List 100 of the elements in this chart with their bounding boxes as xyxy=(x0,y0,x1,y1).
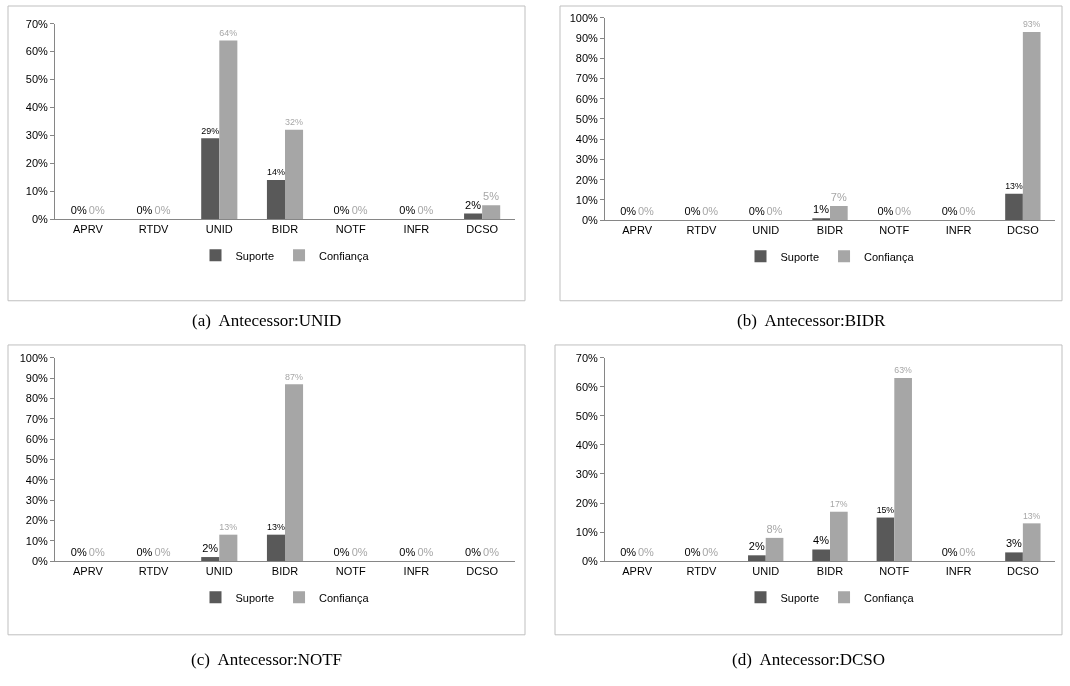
bar xyxy=(1022,31,1041,221)
data-label: 0% xyxy=(702,546,719,559)
data-label: 0% xyxy=(684,546,701,559)
y-tick-label: 20% xyxy=(575,496,598,509)
x-tick-label: INFR xyxy=(945,565,972,578)
data-label: 4% xyxy=(813,534,830,547)
legend-label: Confiança xyxy=(319,591,370,604)
data-label: 0% xyxy=(351,204,368,217)
bar xyxy=(830,511,848,562)
y-tick-label: 30% xyxy=(575,467,598,480)
data-label: 8% xyxy=(766,522,783,535)
bar xyxy=(201,138,220,220)
bar xyxy=(812,549,830,562)
x-tick-label: APRV xyxy=(72,565,104,578)
text: (b) Antecessor:BIDR xyxy=(737,311,886,330)
data-label: 0% xyxy=(748,205,765,218)
legend-label: Confiança xyxy=(319,249,370,262)
data-label: 13% xyxy=(1022,510,1041,521)
data-label: 2% xyxy=(465,198,482,211)
x-tick-label: RTDV xyxy=(138,223,170,236)
x-tick-label: INFR xyxy=(403,223,430,236)
data-label: 17% xyxy=(830,499,848,510)
data-label: 0% xyxy=(941,205,958,218)
bar xyxy=(894,378,912,562)
y-tick-label: 50% xyxy=(575,112,598,125)
legend-label: Confiança xyxy=(864,591,915,604)
data-label: 3% xyxy=(1005,537,1023,550)
data-label: 0% xyxy=(417,204,434,217)
y-tick-label: 40% xyxy=(25,101,48,114)
bar xyxy=(812,218,830,221)
bar xyxy=(266,534,285,562)
bar xyxy=(285,129,304,220)
x-tick-label: BIDR xyxy=(271,565,299,578)
x-tick-label: RTDV xyxy=(138,565,170,578)
data-label: 63% xyxy=(894,365,913,376)
y-tick-label: 30% xyxy=(25,493,48,506)
x-tick-label: NOTF xyxy=(335,223,366,236)
x-tick-label: UNID xyxy=(752,224,780,237)
data-label: 0% xyxy=(877,205,894,218)
data-label: 7% xyxy=(830,191,847,204)
data-label: 2% xyxy=(748,540,765,553)
y-tick-label: 80% xyxy=(25,392,48,405)
data-label: 0% xyxy=(941,546,958,559)
data-label: 0% xyxy=(88,546,105,559)
y-tick-label: 30% xyxy=(575,153,598,166)
text: (d) Antecessor:DCSO xyxy=(732,650,885,669)
bar xyxy=(201,557,220,562)
data-label: 0% xyxy=(620,205,637,218)
text: (a) Antecessor:UNID xyxy=(192,311,342,330)
data-label: 0% xyxy=(333,546,350,559)
y-tick-label: 80% xyxy=(575,52,598,65)
y-tick-label: 10% xyxy=(575,525,598,538)
x-tick-label: APRV xyxy=(622,224,653,237)
data-label: 0% xyxy=(333,204,350,217)
data-label: 0% xyxy=(136,546,153,559)
y-tick-label: 60% xyxy=(575,92,598,105)
data-label: 0% xyxy=(417,546,434,559)
text: (c) Antecessor:NOTF xyxy=(191,650,343,669)
data-label: 0% xyxy=(483,546,500,559)
data-label: 0% xyxy=(399,546,416,559)
data-label: 64% xyxy=(219,27,238,38)
data-label: 0% xyxy=(895,205,912,218)
data-label: 0% xyxy=(88,204,105,217)
data-label: 0% xyxy=(351,546,368,559)
y-tick-label: 90% xyxy=(25,371,48,384)
data-label: 0% xyxy=(70,204,87,217)
y-tick-label: 10% xyxy=(25,534,48,547)
x-tick-label: DCSO xyxy=(1006,565,1040,578)
y-tick-label: 50% xyxy=(25,73,48,86)
data-label: 15% xyxy=(876,504,895,515)
data-label: 0% xyxy=(684,205,701,218)
bar xyxy=(748,555,766,562)
y-tick-label: 50% xyxy=(575,409,598,422)
x-tick-label: UNID xyxy=(752,565,780,578)
y-tick-label: 10% xyxy=(575,193,598,206)
data-label: 0% xyxy=(465,546,482,559)
y-tick-label: 70% xyxy=(25,17,48,30)
data-label: 87% xyxy=(285,371,303,382)
y-tick-label: 50% xyxy=(25,453,48,466)
y-tick-label: 40% xyxy=(25,473,48,486)
bar xyxy=(1005,552,1023,562)
x-tick-label: INFR xyxy=(945,224,972,237)
y-tick-label: 20% xyxy=(575,173,598,186)
data-label: 0% xyxy=(70,546,87,559)
data-label: 0% xyxy=(154,204,171,217)
y-tick-label: 40% xyxy=(575,438,598,451)
x-tick-label: NOTF xyxy=(335,565,366,578)
y-tick-label: 70% xyxy=(575,351,598,364)
y-tick-label: 60% xyxy=(575,380,598,393)
data-label: 13% xyxy=(1005,181,1023,192)
y-tick-label: 70% xyxy=(25,412,48,425)
data-label: 13% xyxy=(266,522,285,533)
legend-label: Suporte xyxy=(235,591,275,604)
x-tick-label: DCSO xyxy=(1006,224,1040,237)
x-tick-label: APRV xyxy=(72,223,104,236)
x-tick-label: NOTF xyxy=(879,565,910,578)
legend-label: Confiança xyxy=(864,250,915,263)
bar xyxy=(876,517,895,562)
data-label: 0% xyxy=(620,546,637,559)
x-tick-label: UNID xyxy=(205,565,233,578)
